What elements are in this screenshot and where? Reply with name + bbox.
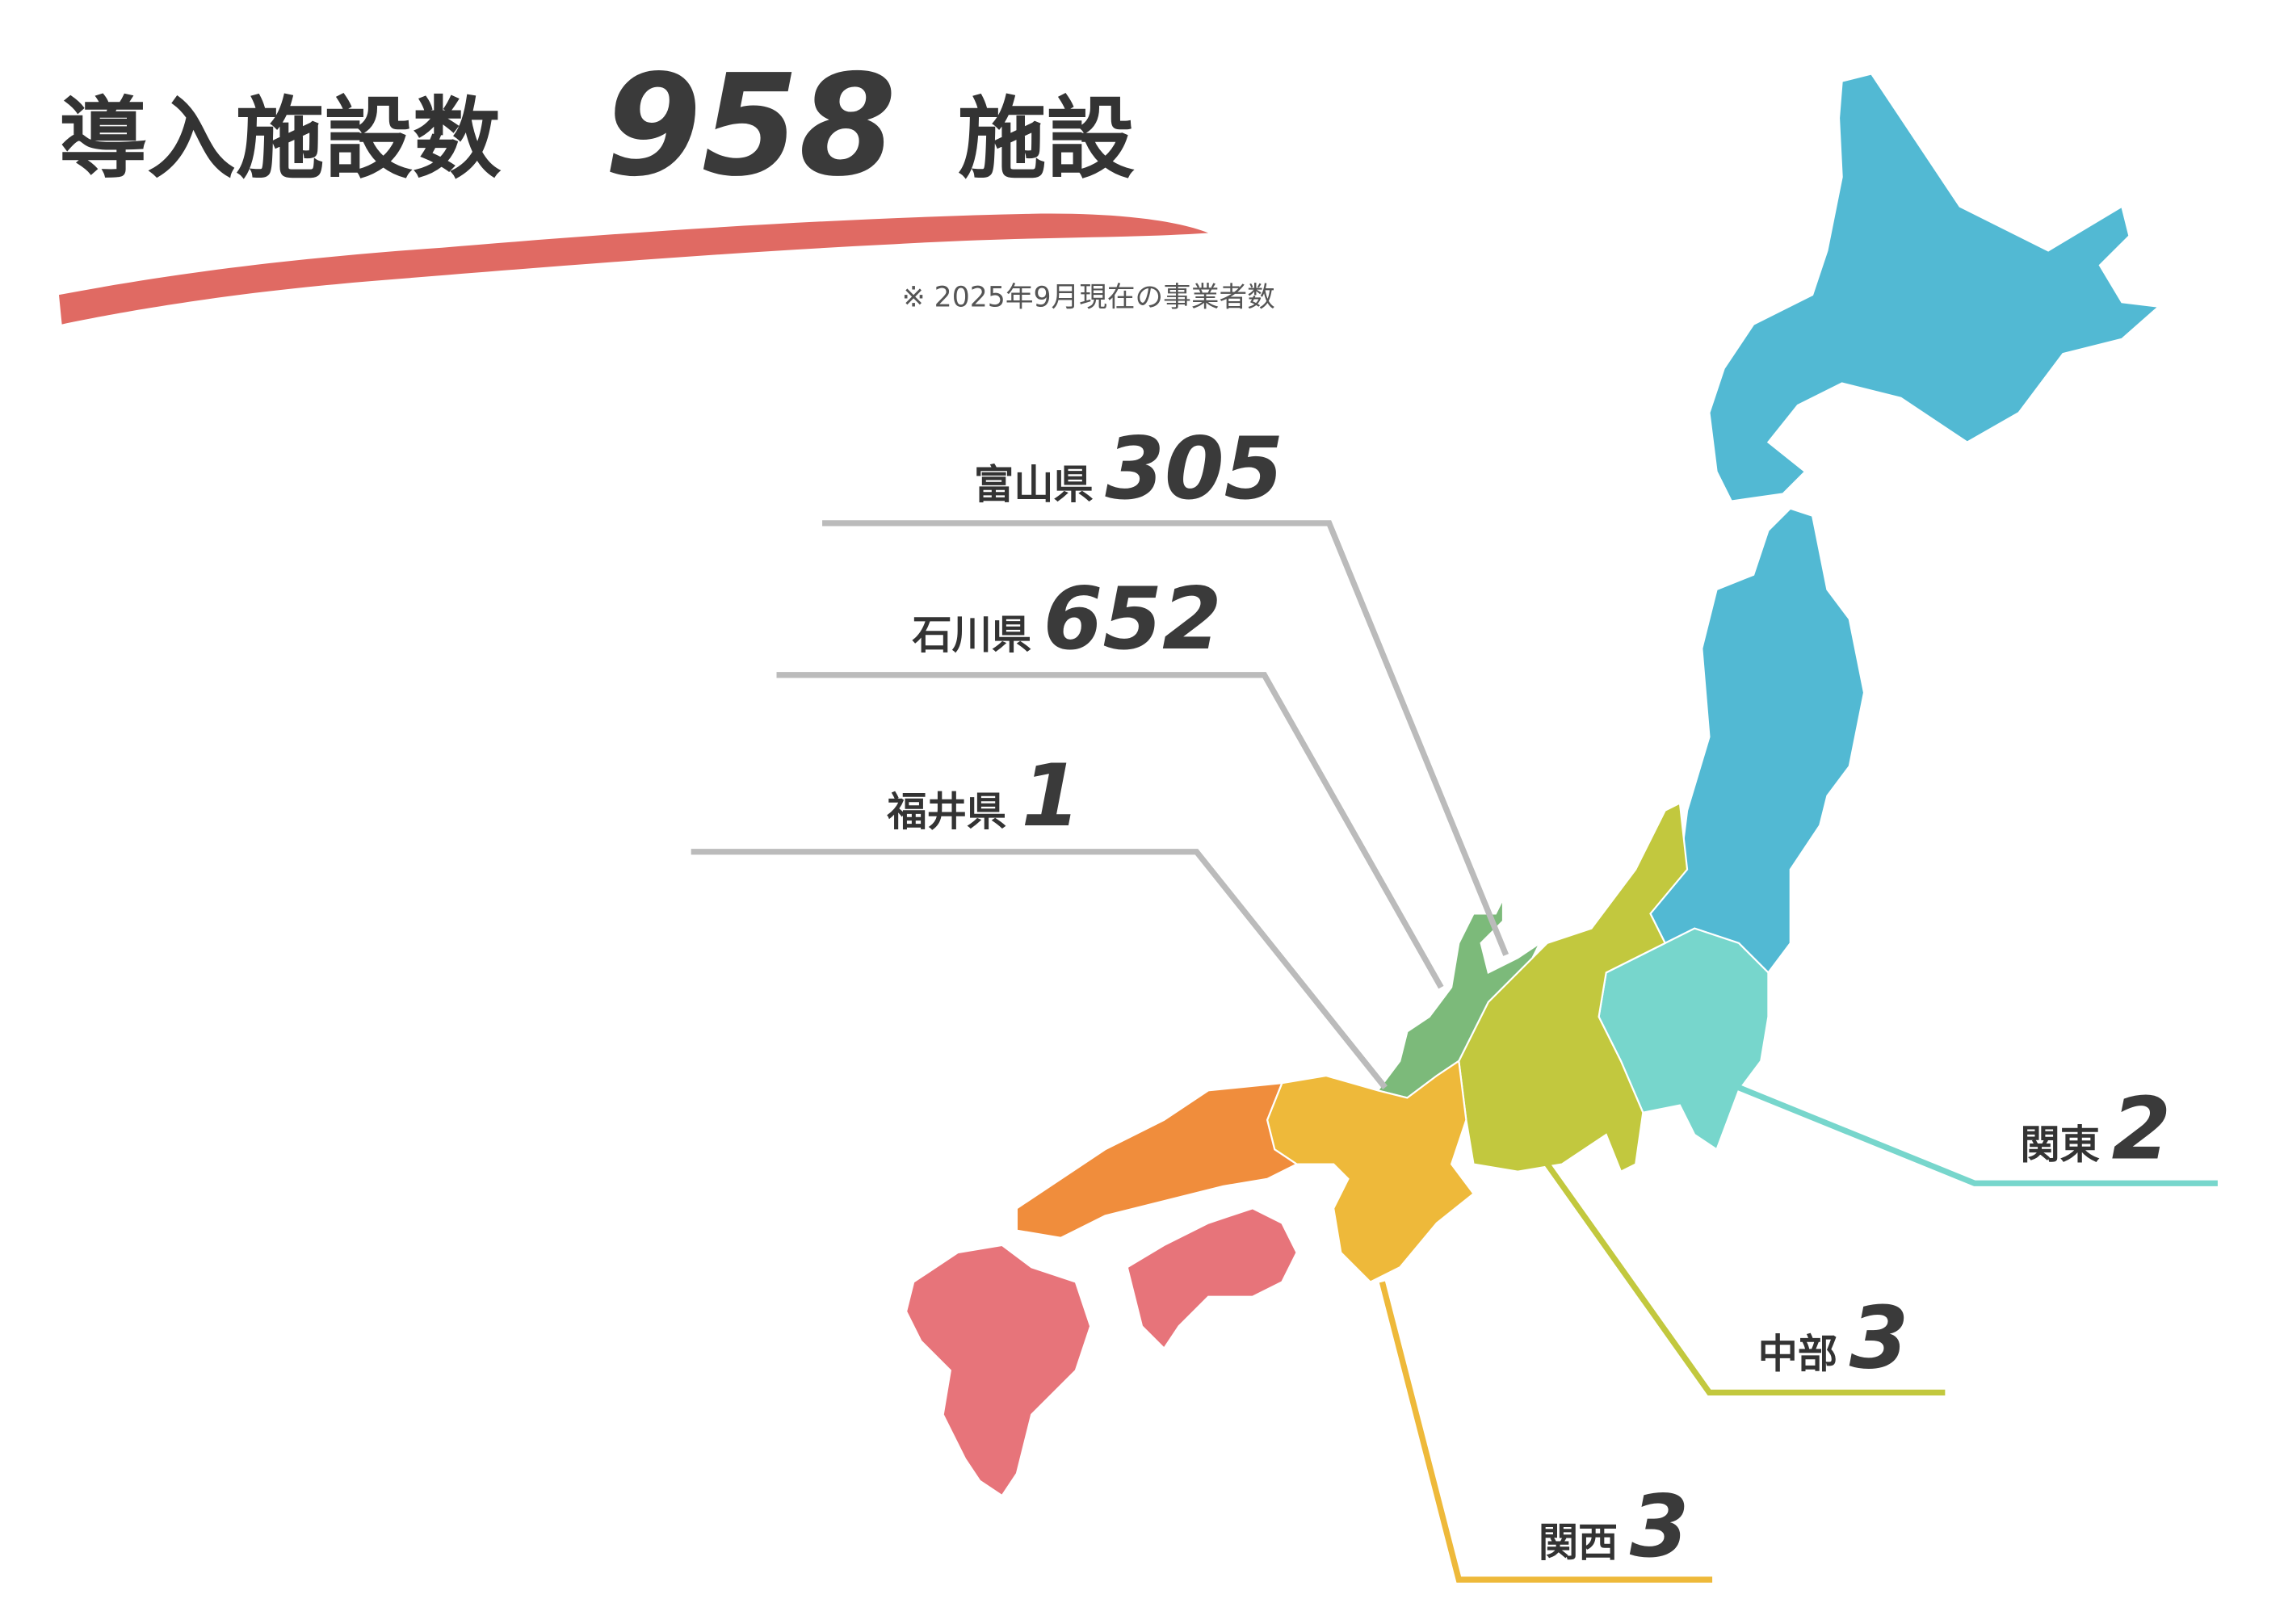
callout-label: 福井県 xyxy=(886,788,1006,835)
leader-line xyxy=(822,520,1509,956)
note: ※ 2025年9月現在の事業者数 xyxy=(902,282,1275,314)
title-unit: 施設 xyxy=(958,87,1135,191)
callout-count: 1 xyxy=(1021,746,1081,846)
callout-count: 3 xyxy=(1630,1477,1690,1576)
okinawa xyxy=(736,1366,776,1419)
callout-label: 中部 xyxy=(1758,1330,1838,1377)
tohoku xyxy=(1649,507,1866,975)
leader-line xyxy=(776,672,1444,989)
leader-line xyxy=(1379,1281,1713,1583)
shikoku xyxy=(1126,1207,1298,1350)
callout-label: 富山県 xyxy=(974,461,1094,508)
callout-count: 305 xyxy=(1105,419,1283,518)
kansai xyxy=(1266,1059,1476,1283)
callout-label: 関西 xyxy=(1539,1519,1619,1566)
callout-label: 関東 xyxy=(2020,1121,2100,1168)
callout-label: 石川県 xyxy=(912,611,1031,658)
brush-stroke xyxy=(58,213,1209,325)
chubu xyxy=(1458,801,1689,1173)
kyushu xyxy=(905,1244,1092,1497)
callout-count: 3 xyxy=(1849,1288,1909,1387)
leader-line xyxy=(1544,1162,1946,1396)
leader-line xyxy=(691,849,1388,1089)
okinawa-divider xyxy=(611,1269,883,1518)
callout-count: 652 xyxy=(1043,569,1222,669)
japan-map xyxy=(611,73,2161,1518)
hokkaido xyxy=(1708,73,2161,502)
title: 導入施設数 xyxy=(59,87,502,191)
chugoku xyxy=(1015,1081,1299,1239)
title-count: 958 xyxy=(604,44,896,207)
callout-count: 2 xyxy=(2112,1079,2172,1178)
callouts xyxy=(691,520,2218,1583)
leader-line xyxy=(1737,1085,2218,1186)
